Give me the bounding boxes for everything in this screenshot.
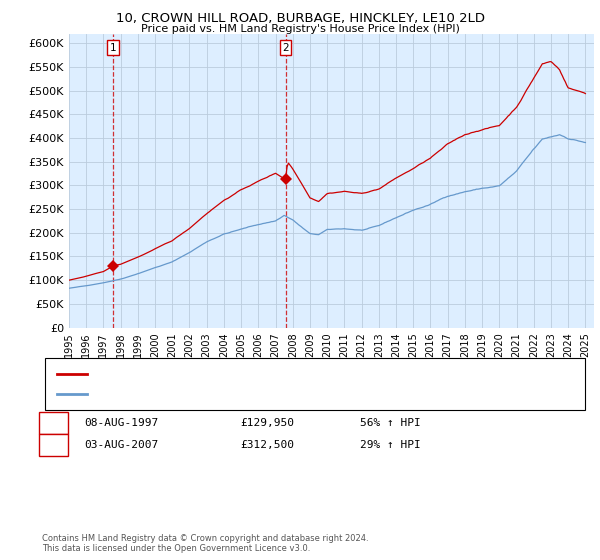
Text: 56% ↑ HPI: 56% ↑ HPI [360, 418, 421, 428]
Text: Contains HM Land Registry data © Crown copyright and database right 2024.
This d: Contains HM Land Registry data © Crown c… [42, 534, 368, 553]
Text: 08-AUG-1997: 08-AUG-1997 [84, 418, 158, 428]
Text: 1: 1 [50, 416, 57, 430]
Text: Price paid vs. HM Land Registry's House Price Index (HPI): Price paid vs. HM Land Registry's House … [140, 24, 460, 34]
Text: 2: 2 [282, 43, 289, 53]
Text: 29% ↑ HPI: 29% ↑ HPI [360, 440, 421, 450]
Text: 10, CROWN HILL ROAD, BURBAGE, HINCKLEY, LE10 2LD (detached house): 10, CROWN HILL ROAD, BURBAGE, HINCKLEY, … [93, 369, 427, 378]
Text: 03-AUG-2007: 03-AUG-2007 [84, 440, 158, 450]
Text: 2: 2 [50, 438, 57, 452]
Text: £129,950: £129,950 [240, 418, 294, 428]
Text: HPI: Average price, detached house, Hinckley and Bosworth: HPI: Average price, detached house, Hinc… [93, 389, 364, 398]
Text: £312,500: £312,500 [240, 440, 294, 450]
Text: 1: 1 [110, 43, 117, 53]
Text: 10, CROWN HILL ROAD, BURBAGE, HINCKLEY, LE10 2LD: 10, CROWN HILL ROAD, BURBAGE, HINCKLEY, … [115, 12, 485, 25]
